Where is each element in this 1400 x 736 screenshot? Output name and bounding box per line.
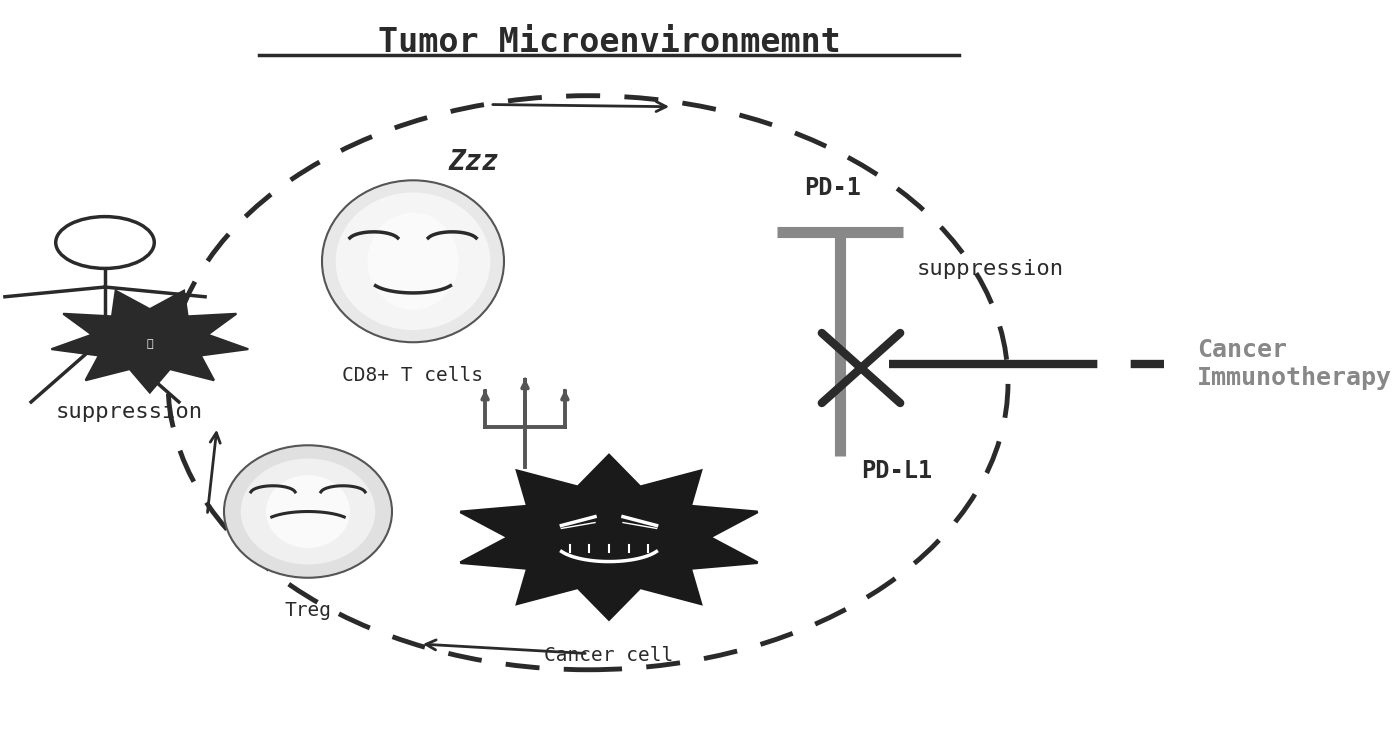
Text: PD-L1: PD-L1 [861,459,932,483]
Ellipse shape [241,459,375,565]
Polygon shape [461,455,757,620]
Text: Zzz: Zzz [448,148,498,176]
Text: Cancer
Immunotherapy: Cancer Immunotherapy [1197,339,1392,390]
Ellipse shape [224,445,392,578]
Ellipse shape [322,180,504,342]
Text: Tumor Microenvironmemnt: Tumor Microenvironmemnt [378,26,840,59]
Ellipse shape [367,213,459,310]
Text: Treg: Treg [284,601,332,620]
Ellipse shape [266,475,350,548]
Text: PD-1: PD-1 [805,176,861,199]
Text: ⌣: ⌣ [147,339,153,350]
Text: suppression: suppression [56,402,203,422]
Polygon shape [52,291,248,392]
Text: Cancer cell: Cancer cell [545,645,673,665]
Text: suppression: suppression [917,258,1064,279]
Text: CD8+ T cells: CD8+ T cells [343,366,483,385]
Ellipse shape [336,192,490,330]
